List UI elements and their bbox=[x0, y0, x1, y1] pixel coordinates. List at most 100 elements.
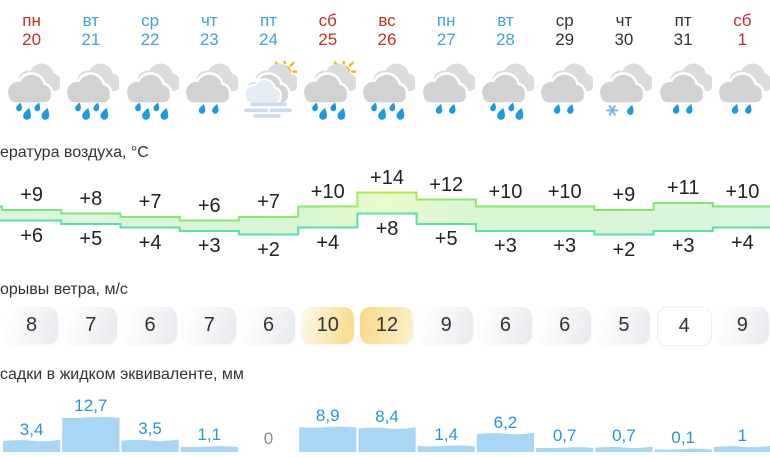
wind-gust-badge: 6 bbox=[123, 307, 177, 344]
day-name: ср bbox=[141, 11, 160, 30]
wind-gust-badge: 8 bbox=[5, 307, 59, 344]
wind-gust-value: 4 bbox=[678, 315, 690, 337]
day-date: 23 bbox=[199, 30, 219, 49]
day-column[interactable]: вс 26 bbox=[357, 11, 416, 49]
day-column[interactable]: пн 27 bbox=[417, 11, 476, 49]
wind-gust-badge: 4 bbox=[656, 307, 712, 346]
precip-value: 6,2 bbox=[493, 412, 518, 432]
temp-min-value: +5 bbox=[434, 228, 458, 250]
temp-min-value: +3 bbox=[494, 235, 517, 257]
temp-min-value: +2 bbox=[257, 238, 280, 261]
precip-value: 0 bbox=[263, 429, 274, 448]
day-date: 25 bbox=[318, 30, 338, 49]
temp-max-value: +10 bbox=[310, 180, 345, 203]
wind-gust-value: 7 bbox=[85, 314, 97, 336]
wind-gust-value: 5 bbox=[618, 314, 630, 336]
sun-cloud-fog-icon bbox=[240, 57, 299, 121]
day-column[interactable]: чт 23 bbox=[180, 11, 239, 49]
rain-light-icon bbox=[714, 61, 770, 121]
wind-gust-badge: 12 bbox=[360, 307, 414, 344]
wind-gust-badge: 6 bbox=[538, 307, 592, 344]
day-date: 22 bbox=[140, 30, 160, 49]
temp-max-value: +6 bbox=[197, 194, 221, 217]
temp-max-value: +8 bbox=[79, 187, 103, 210]
day-name: чт bbox=[615, 11, 633, 30]
temp-min-value: +4 bbox=[316, 231, 340, 254]
temp-min-value: +4 bbox=[138, 231, 162, 254]
temp-min-value: +4 bbox=[730, 231, 754, 254]
temp-max-value: +12 bbox=[429, 173, 464, 196]
wind-gust-value: 12 bbox=[375, 314, 399, 336]
day-column[interactable]: сб 1 bbox=[713, 11, 770, 49]
wind-gust-badge: 7 bbox=[182, 307, 236, 344]
day-column[interactable]: сб 25 bbox=[298, 11, 357, 49]
rain-heavy-icon bbox=[477, 61, 535, 121]
wind-gust-badge: 9 bbox=[419, 307, 473, 344]
day-column[interactable]: пт 24 bbox=[239, 11, 298, 49]
precip-value: 3,5 bbox=[138, 419, 162, 439]
day-date: 27 bbox=[436, 30, 456, 49]
temp-min-value: +5 bbox=[79, 228, 103, 250]
wind-gust-badge: 6 bbox=[478, 307, 532, 344]
day-date: 28 bbox=[495, 30, 515, 49]
rain-light-icon bbox=[655, 61, 713, 121]
wind-gust-badge: 9 bbox=[715, 307, 769, 344]
temp-min-value: +2 bbox=[612, 238, 636, 261]
wind-gust-badge: 6 bbox=[242, 307, 296, 344]
precip-value: 1,4 bbox=[434, 424, 459, 444]
wind-gust-value: 6 bbox=[559, 314, 571, 336]
day-name: пн bbox=[22, 11, 41, 30]
wind-gust-value: 8 bbox=[26, 314, 38, 336]
day-column[interactable]: вт 21 bbox=[61, 11, 120, 49]
temp-max-value: +9 bbox=[20, 184, 43, 206]
rain-heavy-icon bbox=[62, 61, 121, 121]
temp-min-value: +6 bbox=[20, 224, 43, 247]
temp-min-value: +8 bbox=[375, 217, 399, 240]
day-name: пт bbox=[260, 11, 278, 30]
wind-gust-badge: 5 bbox=[597, 307, 651, 344]
temp-max-value: +10 bbox=[725, 180, 760, 203]
day-column[interactable]: вт 28 bbox=[476, 11, 535, 49]
precip-value: 3,4 bbox=[19, 419, 44, 439]
rain-light-icon bbox=[418, 61, 476, 121]
precip-chart: 3,4 12,7 3,5 1,1 0 8,9 8,4 1,4 6,2 0,7 0,7 0,1 1 bbox=[0, 390, 770, 452]
precip-value: 8,4 bbox=[375, 407, 399, 426]
day-column[interactable]: пн 20 bbox=[2, 11, 61, 49]
day-column[interactable]: пт 31 bbox=[654, 11, 713, 49]
temp-max-value: +7 bbox=[257, 191, 280, 213]
precip-value: 1 bbox=[737, 425, 748, 445]
wind-gust-badge: 10 bbox=[301, 307, 355, 344]
day-name: пн bbox=[436, 11, 456, 30]
wind-gust-value: 9 bbox=[440, 314, 452, 336]
precip-bars bbox=[3, 417, 770, 452]
precip-value: 12,7 bbox=[74, 396, 108, 416]
day-name: сб bbox=[318, 11, 337, 30]
day-name: вт bbox=[82, 11, 100, 30]
day-column[interactable]: ср 22 bbox=[121, 11, 180, 49]
rain-heavy-icon bbox=[122, 61, 180, 121]
wind-gust-value: 6 bbox=[499, 314, 511, 336]
day-date: 21 bbox=[81, 30, 101, 49]
day-date: 30 bbox=[614, 30, 634, 49]
day-date: 26 bbox=[377, 30, 397, 49]
wind-gust-value: 6 bbox=[144, 314, 156, 336]
temperature-chart: +9 +6 +8 +5 +7 +4 +6 +3 +7 +2 +10 +4 +14 +8 +12 +5 +10 +3… bbox=[0, 155, 770, 270]
day-date: 24 bbox=[259, 30, 278, 49]
day-date: 29 bbox=[555, 30, 575, 49]
day-column[interactable]: чт 30 bbox=[594, 11, 653, 49]
temp-min-value: +3 bbox=[197, 235, 221, 257]
wind-gust-value: 10 bbox=[316, 314, 339, 336]
precip-value: 0,7 bbox=[612, 426, 636, 446]
rain-light-icon bbox=[181, 61, 239, 121]
wind-gust-value: 9 bbox=[736, 314, 748, 336]
precip-section-label: садки в жидком эквиваленте, мм bbox=[0, 366, 244, 383]
day-date: 20 bbox=[22, 30, 42, 49]
temp-min-value: +3 bbox=[671, 235, 695, 257]
day-name: вс bbox=[378, 11, 396, 30]
day-name: сб bbox=[733, 11, 752, 30]
day-name: пт bbox=[674, 11, 692, 30]
sun-rain-heavy-icon bbox=[299, 57, 358, 121]
temp-max-value: +14 bbox=[370, 166, 404, 189]
day-column[interactable]: ср 29 bbox=[535, 11, 594, 49]
wind-gust-badge: 7 bbox=[64, 307, 118, 344]
